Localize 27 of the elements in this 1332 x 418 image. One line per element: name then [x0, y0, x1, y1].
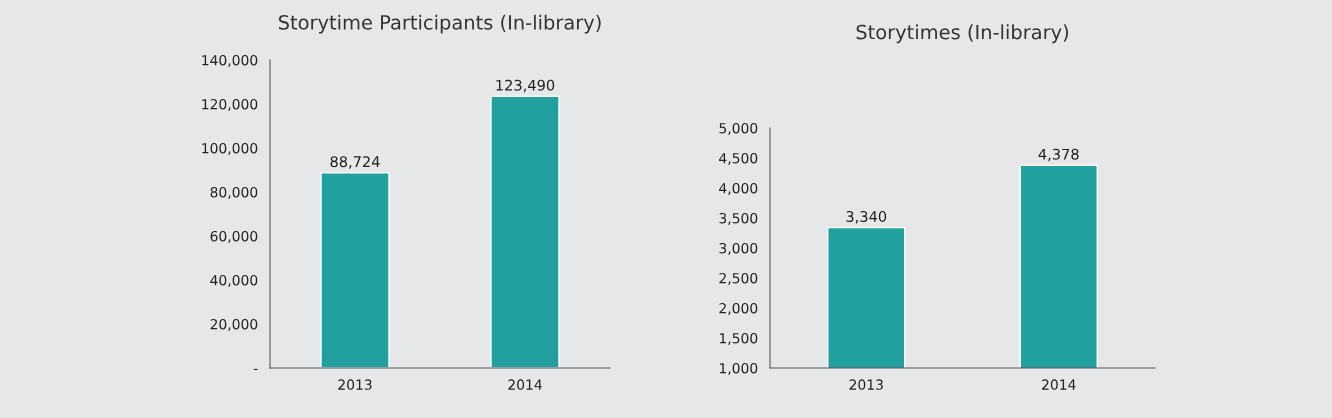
y-tick-label: 40,000 — [210, 274, 258, 287]
y-tick-label: 5,000 — [719, 122, 758, 135]
chart-title: Storytime Participants (In-library) — [278, 14, 601, 34]
y-tick-label: 140,000 — [202, 54, 258, 67]
y-tick-label: 2,000 — [719, 302, 758, 315]
y-tick-label: 3,000 — [719, 242, 758, 255]
x-tick-label: 2013 — [849, 379, 883, 390]
data-label: 4,378 — [1038, 148, 1079, 162]
y-tick-label: 3,500 — [719, 212, 758, 225]
y-tick-label: 60,000 — [210, 230, 258, 243]
data-label: 3,340 — [846, 210, 887, 224]
y-tick-label: 1,500 — [719, 332, 758, 345]
y-tick-label: 1,000 — [719, 362, 758, 375]
chart-title: Storytimes (In-library) — [856, 24, 1069, 44]
y-tick-label: - — [253, 368, 258, 371]
x-tick-label: 2013 — [338, 379, 372, 390]
y-tick-label: 20,000 — [210, 318, 258, 331]
y-tick-label: 2,500 — [719, 272, 758, 285]
y-tick-label: 80,000 — [210, 186, 258, 199]
y-tick-label: 4,000 — [719, 182, 758, 195]
data-label: 88,724 — [330, 156, 380, 169]
x-tick-label: 2014 — [1042, 379, 1076, 390]
y-tick-label: 100,000 — [202, 142, 258, 155]
y-tick-label: 120,000 — [202, 98, 258, 111]
x-tick-label: 2014 — [508, 379, 542, 390]
y-tick-label: 4,500 — [719, 152, 758, 165]
data-label: 123,490 — [496, 79, 555, 93]
